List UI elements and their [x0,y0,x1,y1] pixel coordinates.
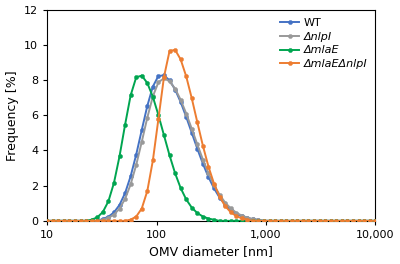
Legend: WT, ΔnlpI, ΔmlaE, ΔmlaEΔnlpI: WT, ΔnlpI, ΔmlaE, ΔmlaEΔnlpI [277,15,370,72]
WT [128,175,133,178]
WT [139,129,144,132]
ΔnlpI [162,77,166,80]
Line: WT: WT [45,73,377,223]
WT [162,74,166,77]
ΔmlaEΔnlpI [373,219,378,223]
ΔmlaEΔnlpI [256,219,261,223]
WT [45,219,50,223]
ΔmlaE [145,81,150,84]
ΔnlpI [150,95,155,98]
ΔnlpI [373,219,378,223]
ΔmlaEΔnlpI [128,218,133,221]
ΔnlpI [100,218,105,221]
ΔmlaEΔnlpI [139,207,144,210]
ΔmlaE [373,219,378,223]
ΔmlaEΔnlpI [173,48,178,51]
ΔmlaE [156,114,161,117]
ΔnlpI [45,219,50,223]
ΔnlpI [128,183,133,186]
Line: ΔmlaEΔnlpI: ΔmlaEΔnlpI [45,48,377,223]
ΔmlaE [128,94,133,97]
WT [256,218,261,221]
ΔnlpI [156,81,161,84]
ΔmlaE [256,219,261,223]
WT [373,219,378,223]
ΔmlaE [100,210,105,214]
ΔmlaEΔnlpI [150,159,155,162]
Line: ΔnlpI: ΔnlpI [45,76,377,223]
ΔmlaEΔnlpI [45,219,50,223]
ΔnlpI [139,140,144,143]
ΔmlaEΔnlpI [156,117,161,120]
Line: ΔmlaE: ΔmlaE [45,73,377,223]
ΔmlaE [139,74,144,77]
Y-axis label: Frequency [%]: Frequency [%] [6,70,18,161]
ΔmlaE [162,134,166,137]
WT [150,85,155,88]
ΔmlaEΔnlpI [100,219,105,223]
ΔnlpI [256,218,261,221]
WT [100,218,105,221]
WT [156,74,161,78]
ΔmlaE [45,219,50,223]
X-axis label: OMV diameter [nm]: OMV diameter [nm] [149,246,273,258]
